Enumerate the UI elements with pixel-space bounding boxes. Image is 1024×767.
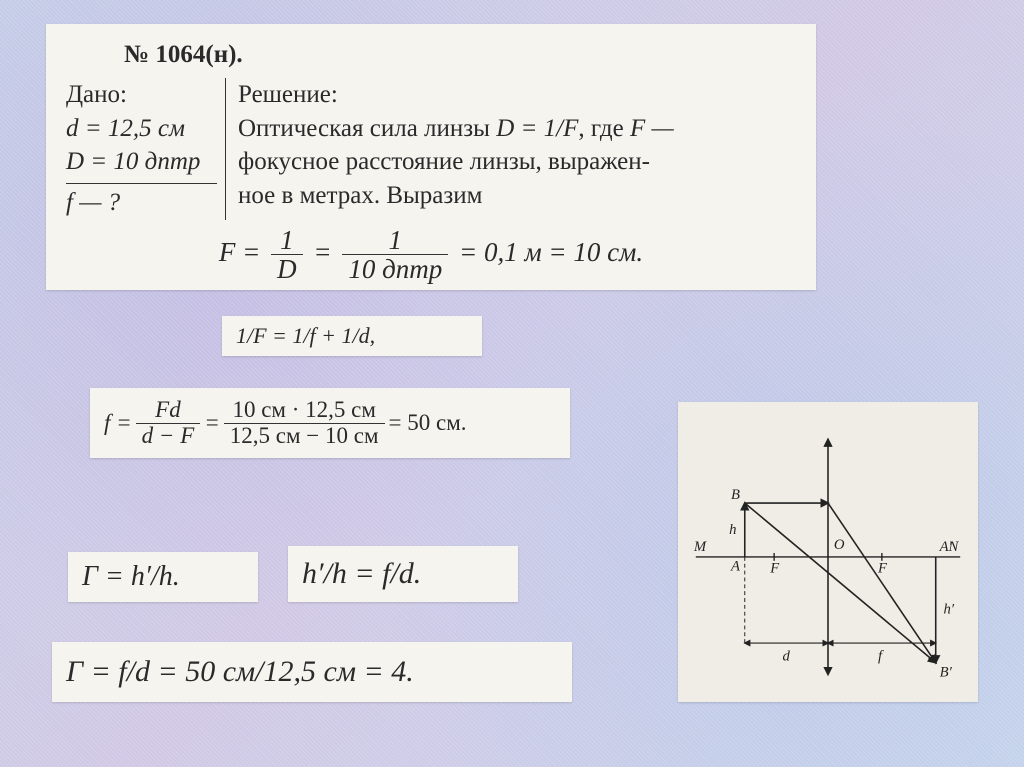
Feq-frac1: 1 D — [271, 226, 303, 284]
given-label: Дано: — [66, 78, 217, 112]
magnification-result: Г = f/d = 50 см/12,5 см = 4. — [66, 655, 414, 689]
ray-diagram-card: MNABA′B′OFFhh′df — [678, 402, 978, 702]
sol1b: D = 1/F — [496, 115, 578, 142]
magnification-def: Г = h′/h. — [82, 561, 180, 593]
eq3-frac2: 10 см · 12,5 см 12,5 см − 10 см — [224, 398, 385, 447]
eq3-frac1: Fd d − F — [136, 398, 201, 447]
solution-line-2: фокусное расстояние линзы, выражен- — [238, 145, 796, 179]
sol1a: Оптическая сила линзы — [238, 115, 496, 142]
eq3-rhs: = 50 см. — [389, 410, 467, 436]
given-unknown: f — ? — [66, 183, 217, 220]
image-distance-card: f = Fd d − F = 10 см · 12,5 см 12,5 см −… — [90, 388, 570, 458]
given-d: d = 12,5 см — [66, 112, 217, 146]
svg-text:A: A — [730, 559, 741, 575]
Feq-f2-num: 1 — [383, 226, 409, 254]
Feq-f2-den: 10 дптр — [342, 254, 448, 283]
Feq-f1-den: D — [271, 254, 303, 283]
svg-text:f: f — [878, 649, 884, 665]
solution-line-1: Оптическая сила линзы D = 1/F, где F — — [238, 112, 796, 146]
ray-diagram-svg: MNABA′B′OFFhh′df — [686, 410, 970, 694]
svg-text:B′: B′ — [940, 664, 953, 680]
svg-text:M: M — [693, 539, 707, 555]
svg-text:O: O — [834, 537, 845, 553]
solution-label: Решение: — [238, 78, 796, 112]
svg-text:B: B — [731, 487, 740, 503]
problem-card: № 1064(н). Дано: d = 12,5 см D = 10 дптр… — [46, 24, 816, 290]
Feq-lhs: F = — [219, 237, 260, 267]
problem-columns: Дано: d = 12,5 см D = 10 дптр f — ? Реше… — [66, 78, 796, 220]
given-column: Дано: d = 12,5 см D = 10 дптр f — ? — [66, 78, 226, 220]
magnification-ratio: h′/h = f/d. — [302, 557, 421, 591]
problem-number: № 1064(н). — [124, 38, 796, 72]
given-D: D = 10 дптр — [66, 145, 217, 179]
sol1c: , где — [578, 115, 630, 142]
magnification-def-card: Г = h′/h. — [68, 552, 258, 602]
Feq-rhs: = 0,1 м = 10 см. — [459, 237, 643, 267]
lens-formula-card: 1/F = 1/f + 1/d, — [222, 316, 482, 356]
solution-column: Решение: Оптическая сила линзы D = 1/F, … — [226, 78, 796, 220]
svg-text:F: F — [877, 561, 888, 577]
svg-text:h: h — [729, 522, 736, 538]
svg-text:A′: A′ — [939, 539, 953, 555]
eq3-lhs: f = — [104, 410, 132, 436]
Feq-f1-num: 1 — [274, 226, 300, 254]
sol1d: F — — [630, 115, 674, 142]
Feq-frac2: 1 10 дптр — [342, 226, 448, 284]
eq3-f2-num: 10 см · 12,5 см — [226, 398, 381, 422]
solution-line-3: ное в метрах. Выразим — [238, 179, 796, 213]
focal-length-equation: F = 1 D = 1 10 дптр = 0,1 м = 10 см. — [66, 226, 796, 284]
eq3-f1-num: Fd — [149, 398, 187, 422]
eq3-f1-den: d − F — [136, 423, 201, 448]
svg-text:d: d — [782, 649, 790, 665]
Feq-mid: = — [313, 237, 331, 267]
svg-text:h′: h′ — [944, 602, 955, 618]
magnification-ratio-card: h′/h = f/d. — [288, 546, 518, 602]
magnification-result-card: Г = f/d = 50 см/12,5 см = 4. — [52, 642, 572, 702]
eq3-f2-den: 12,5 см − 10 см — [224, 423, 385, 448]
svg-text:F: F — [769, 561, 780, 577]
eq3-mid: = — [204, 410, 220, 436]
lens-formula: 1/F = 1/f + 1/d, — [236, 323, 375, 349]
